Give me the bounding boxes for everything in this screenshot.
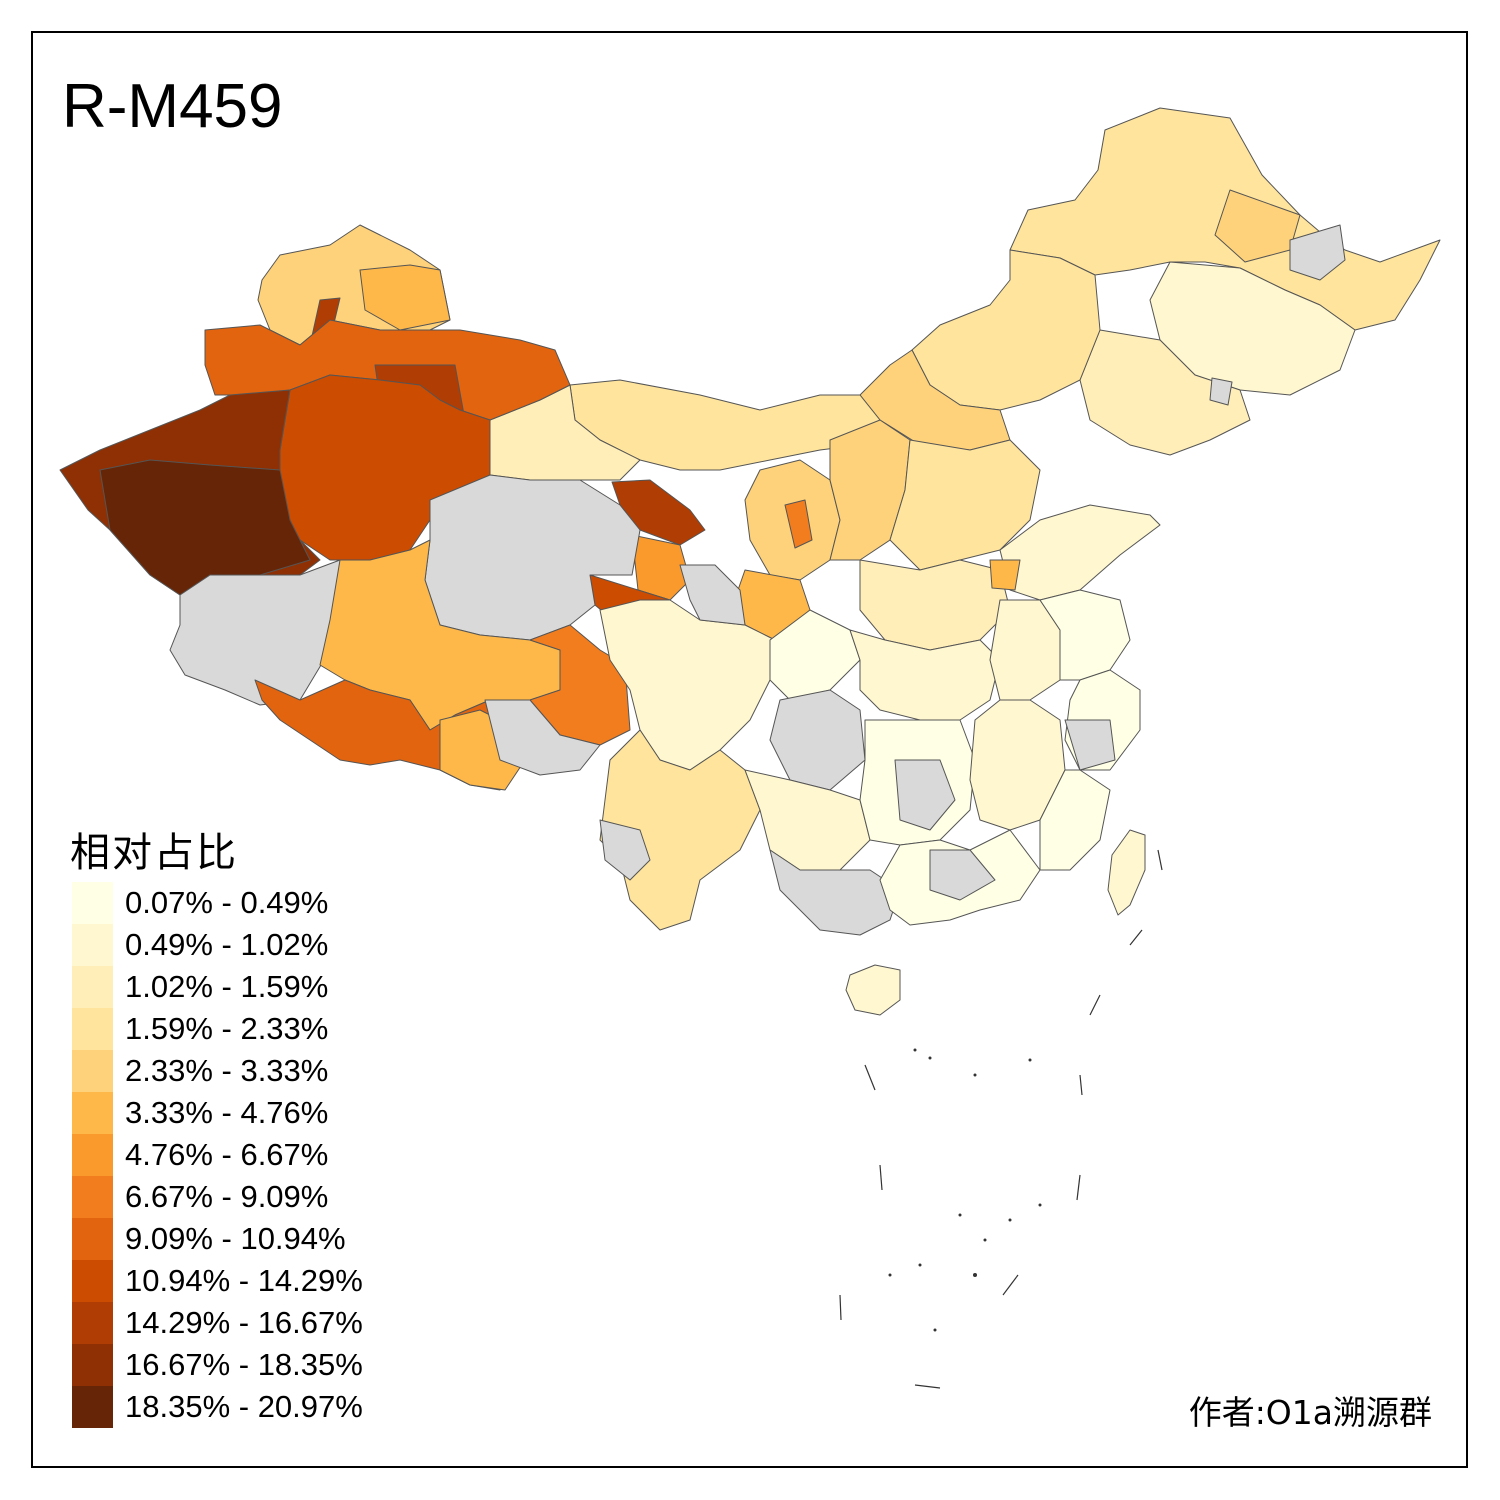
legend-swatch bbox=[72, 1008, 113, 1050]
region-central-nodata bbox=[769, 689, 866, 791]
legend-item: 16.67% - 18.35% bbox=[72, 1344, 363, 1386]
region-hainan bbox=[845, 964, 901, 1016]
legend-item: 9.09% - 10.94% bbox=[72, 1218, 363, 1260]
legend-item: 3.33% - 4.76% bbox=[72, 1092, 363, 1134]
legend-item: 18.35% - 20.97% bbox=[72, 1386, 363, 1428]
region-henan bbox=[859, 559, 1011, 651]
legend-label: 10.94% - 14.29% bbox=[125, 1263, 363, 1298]
legend-label: 2.33% - 3.33% bbox=[125, 1053, 329, 1088]
legend-swatch bbox=[72, 1260, 113, 1302]
legend: 0.07% - 0.49% 0.49% - 1.02% 1.02% - 1.59… bbox=[72, 882, 363, 1428]
legend-swatch bbox=[72, 1218, 113, 1260]
legend-swatch bbox=[72, 924, 113, 966]
region-guizhou bbox=[744, 769, 871, 871]
region-hlj-nodata bbox=[1289, 224, 1346, 281]
region-hlj-east bbox=[1214, 189, 1301, 263]
region-gansu-orange bbox=[631, 534, 691, 601]
legend-label: 9.09% - 10.94% bbox=[125, 1221, 346, 1256]
region-xinjiang-ne bbox=[359, 264, 451, 331]
legend-swatch bbox=[72, 1092, 113, 1134]
region-jilin bbox=[1149, 261, 1356, 396]
region-liaoning-nodata bbox=[1209, 377, 1233, 406]
region-zhejiang-nodata bbox=[1064, 719, 1116, 771]
region-guangxi bbox=[769, 849, 901, 936]
region-liaoning bbox=[1079, 329, 1251, 456]
legend-swatch bbox=[72, 1176, 113, 1218]
legend-item: 0.07% - 0.49% bbox=[72, 882, 363, 924]
legend-title: 相对占比 bbox=[70, 830, 238, 876]
legend-item: 4.76% - 6.67% bbox=[72, 1134, 363, 1176]
legend-item: 0.49% - 1.02% bbox=[72, 924, 363, 966]
legend-item: 14.29% - 16.67% bbox=[72, 1302, 363, 1344]
region-taiwan bbox=[1107, 829, 1146, 916]
region-fujian bbox=[1039, 769, 1111, 871]
legend-item: 10.94% - 14.29% bbox=[72, 1260, 363, 1302]
legend-swatch bbox=[72, 882, 113, 924]
map-title: R-M459 bbox=[62, 72, 283, 141]
region-yunnan-nodata bbox=[599, 819, 651, 881]
legend-swatch bbox=[72, 1386, 113, 1428]
region-tibet-west-nodata bbox=[169, 559, 346, 706]
legend-label: 6.67% - 9.09% bbox=[125, 1179, 329, 1214]
legend-label: 3.33% - 4.76% bbox=[125, 1095, 329, 1130]
legend-item: 1.02% - 1.59% bbox=[72, 966, 363, 1008]
region-chongqing bbox=[769, 609, 861, 701]
legend-swatch bbox=[72, 1302, 113, 1344]
map-frame bbox=[31, 31, 1468, 1468]
legend-item: 6.67% - 9.09% bbox=[72, 1176, 363, 1218]
region-sichuan-nodata bbox=[679, 564, 746, 626]
region-hubei bbox=[849, 629, 1001, 721]
region-shandong bbox=[999, 504, 1161, 601]
legend-label: 1.02% - 1.59% bbox=[125, 969, 329, 1004]
legend-label: 18.35% - 20.97% bbox=[125, 1389, 363, 1424]
author-credit: 作者:O1a溯源群 bbox=[1188, 1393, 1432, 1432]
region-kashgar-core bbox=[99, 459, 311, 596]
legend-swatch bbox=[72, 1344, 113, 1386]
region-sichuan bbox=[599, 599, 776, 771]
legend-swatch bbox=[72, 966, 113, 1008]
legend-label: 14.29% - 16.67% bbox=[125, 1305, 363, 1340]
region-shanxi bbox=[829, 419, 911, 561]
legend-swatch bbox=[72, 1134, 113, 1176]
region-hunan-nodata bbox=[894, 759, 956, 831]
legend-item: 1.59% - 2.33% bbox=[72, 1008, 363, 1050]
legend-swatch bbox=[72, 1050, 113, 1092]
south-china-sea-boundary bbox=[839, 849, 1163, 1389]
legend-label: 1.59% - 2.33% bbox=[125, 1011, 329, 1046]
legend-label: 16.67% - 18.35% bbox=[125, 1347, 363, 1382]
legend-label: 0.07% - 0.49% bbox=[125, 885, 329, 920]
region-henan-orange bbox=[989, 559, 1021, 591]
region-shaanxi-orange bbox=[784, 499, 813, 549]
region-tibet-se-nodata bbox=[484, 699, 601, 776]
region-inner-mongolia-east bbox=[911, 249, 1101, 411]
legend-label: 0.49% - 1.02% bbox=[125, 927, 329, 962]
south-china-sea-islands bbox=[888, 1048, 1042, 1332]
legend-label: 4.76% - 6.67% bbox=[125, 1137, 329, 1172]
legend-item: 2.33% - 3.33% bbox=[72, 1050, 363, 1092]
region-guangdong-nodata bbox=[929, 849, 996, 901]
